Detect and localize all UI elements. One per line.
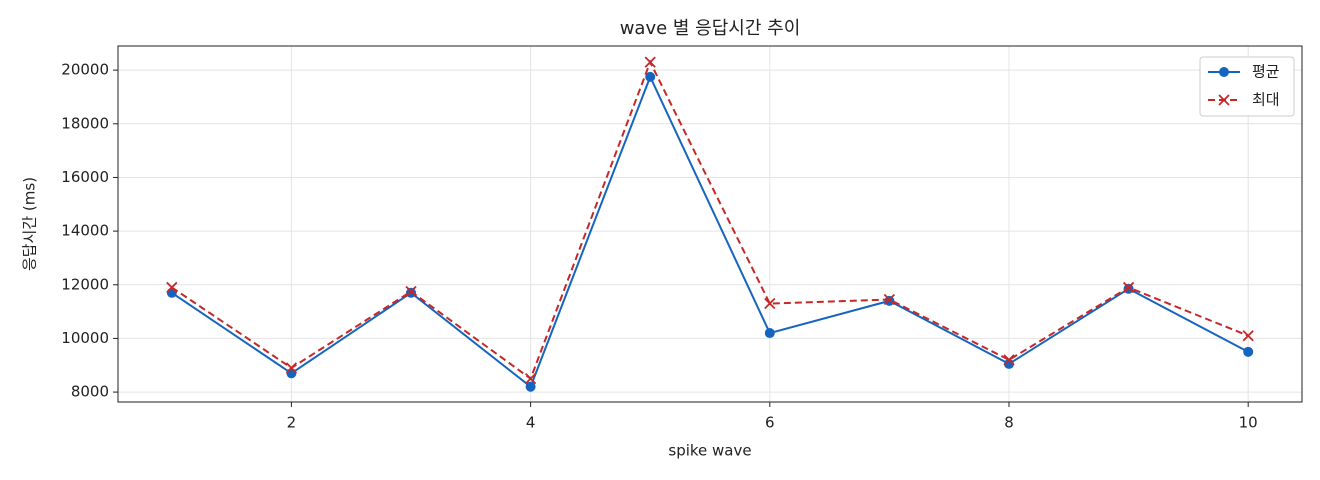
marker bbox=[525, 381, 536, 392]
marker bbox=[405, 285, 417, 298]
legend-box bbox=[1199, 56, 1295, 117]
series-line bbox=[171, 59, 1249, 381]
x-tick-label: 8 bbox=[1004, 414, 1014, 432]
x-tick-label: 6 bbox=[765, 414, 775, 432]
y-tick-label: 16000 bbox=[61, 168, 109, 186]
y-axis-label: 응답시간 (ms) bbox=[21, 177, 39, 271]
marker bbox=[1122, 281, 1135, 294]
marker bbox=[644, 56, 656, 68]
marker bbox=[645, 71, 656, 82]
x-axis-label: spike wave bbox=[668, 442, 751, 460]
y-tick-label: 10000 bbox=[61, 329, 109, 347]
marker bbox=[1123, 283, 1134, 294]
marker bbox=[1242, 330, 1254, 342]
marker bbox=[1003, 354, 1015, 366]
y-tick-label: 14000 bbox=[61, 222, 109, 240]
y-tick-label: 20000 bbox=[61, 61, 109, 79]
marker bbox=[406, 287, 417, 298]
marker bbox=[286, 368, 297, 379]
y-tick-label: 8000 bbox=[71, 383, 109, 401]
marker bbox=[1243, 346, 1254, 357]
marker bbox=[285, 362, 298, 374]
legend-label: 최대 bbox=[1252, 91, 1280, 109]
x-tick-label: 4 bbox=[526, 414, 536, 432]
y-tick-label: 18000 bbox=[61, 114, 109, 132]
legend-marker bbox=[1219, 67, 1229, 77]
plot-frame bbox=[117, 45, 1303, 403]
series-line bbox=[171, 74, 1249, 389]
legend-label: 평균 bbox=[1252, 63, 1280, 81]
x-tick-label: 10 bbox=[1239, 414, 1258, 432]
x-tick-label: 2 bbox=[287, 414, 297, 432]
marker bbox=[883, 293, 896, 306]
marker bbox=[166, 281, 178, 294]
marker bbox=[764, 297, 776, 310]
marker bbox=[884, 295, 895, 306]
marker bbox=[764, 328, 775, 339]
y-tick-label: 12000 bbox=[61, 275, 109, 293]
marker bbox=[524, 373, 537, 385]
chart-title: wave 별 응답시간 추이 bbox=[620, 18, 801, 39]
legend-marker bbox=[1218, 94, 1230, 106]
